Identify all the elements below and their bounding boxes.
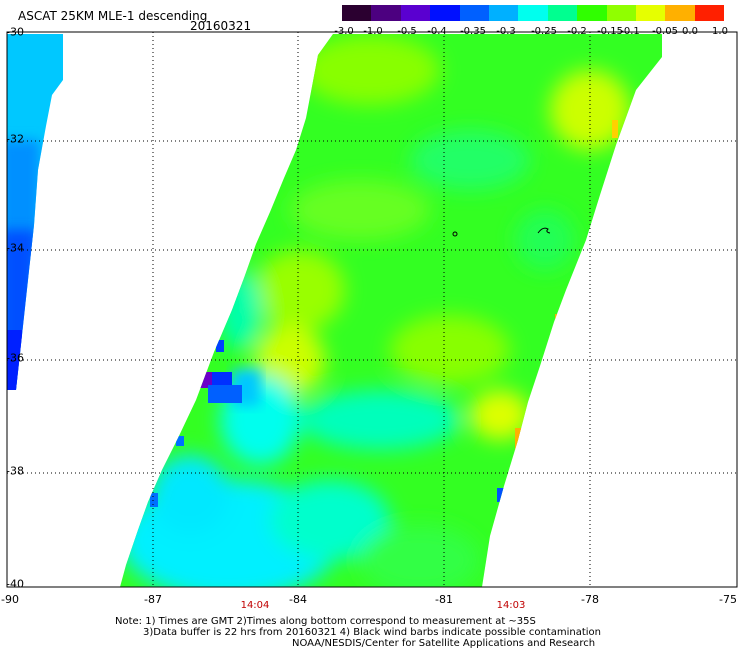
lon-label: -84 (289, 593, 307, 606)
lat-label: -30 (6, 25, 24, 39)
colorbar-swatch-10 (606, 5, 636, 21)
time-label: 14:04 (240, 600, 270, 611)
lat-label: -38 (6, 464, 24, 478)
contamination-mark (452, 231, 458, 237)
contamination-mark (537, 227, 551, 234)
note-line-1: Note: 1) Times are GMT 2)Times along bot… (115, 616, 536, 627)
colorbar-swatch-4 (430, 5, 460, 21)
time-label: 14:03 (496, 600, 526, 611)
lon-label: -78 (581, 593, 599, 606)
plot-frame (6, 31, 738, 588)
product-date: 20160321 (190, 19, 252, 33)
colorbar-swatch-12 (665, 5, 695, 21)
colorbar-swatch-11 (635, 5, 666, 21)
lat-label: -34 (6, 241, 24, 255)
contamination-marks (452, 227, 551, 237)
left-swath (7, 34, 63, 390)
main-swath (120, 34, 662, 587)
colorbar-swatch-3 (400, 5, 431, 21)
colorbar-swatch-8 (547, 5, 578, 21)
product-title: ASCAT 25KM MLE-1 descending (18, 9, 208, 23)
note-line-2: 3)Data buffer is 22 hrs from 20160321 4)… (143, 627, 601, 638)
lon-label: -81 (435, 593, 453, 606)
note-line-3: NOAA/NESDIS/Center for Satellite Applica… (292, 638, 596, 649)
colorbar-swatch-7 (518, 5, 548, 21)
graticule (7, 32, 737, 587)
lon-label: -90 (1, 593, 19, 606)
lon-label: -87 (144, 593, 162, 606)
colorbar-swatch-6 (488, 5, 519, 21)
lat-label: -36 (6, 351, 24, 365)
colorbar-swatch-1 (342, 5, 372, 21)
colorbar-swatch-5 (459, 5, 489, 21)
colorbar (342, 5, 725, 21)
colorbar-swatch-13 (694, 5, 725, 21)
colorbar-swatch-9 (577, 5, 607, 21)
lon-label: -75 (719, 593, 737, 606)
colorbar-swatch-2 (371, 5, 401, 21)
lat-label: -32 (6, 132, 24, 146)
lat-label: -40 (6, 577, 24, 591)
